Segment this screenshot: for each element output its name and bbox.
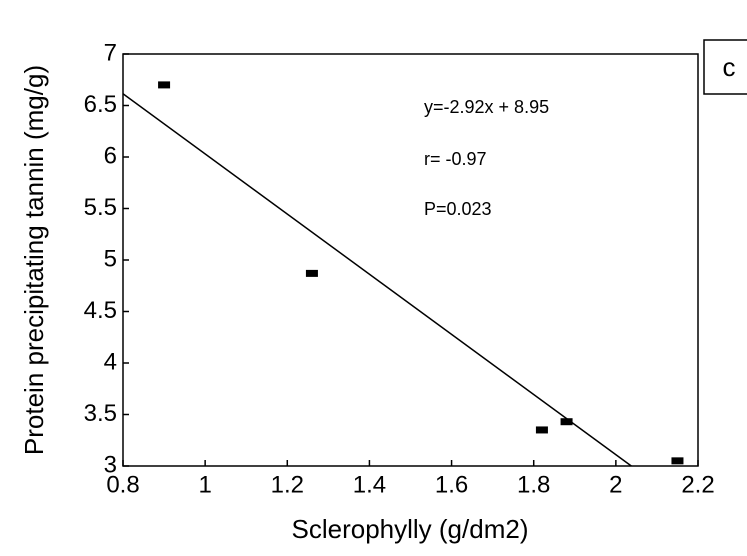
- panel-label: c: [723, 52, 736, 82]
- y-axis-title: Protein precipitating tannin (mg/g): [19, 65, 49, 455]
- y-tick-label: 5.5: [84, 194, 117, 221]
- y-tick-label: 5: [104, 245, 117, 272]
- annotation: r= -0.97: [424, 149, 487, 169]
- y-tick-label: 3: [104, 451, 117, 478]
- x-tick-label: 0.8: [106, 471, 139, 498]
- y-tick-label: 4.5: [84, 297, 117, 324]
- y-tick-label: 6.5: [84, 91, 117, 118]
- x-tick-label: 1.8: [517, 471, 550, 498]
- point: [671, 457, 684, 465]
- point: [305, 269, 318, 277]
- point: [560, 418, 573, 426]
- panel-box: [703, 39, 747, 95]
- plot-frame: [122, 53, 699, 467]
- point: [535, 426, 548, 434]
- annotation: y=-2.92x + 8.95: [424, 97, 549, 117]
- x-tick-label: 1.4: [353, 471, 386, 498]
- y-tick-label: 7: [104, 39, 117, 66]
- y-tick-label: 4: [104, 348, 117, 375]
- point: [158, 81, 171, 89]
- x-axis-title: Sclerophylly (g/dm2): [292, 514, 529, 544]
- x-tick-label: 1.6: [435, 471, 468, 498]
- x-tick-label: 2.2: [681, 471, 714, 498]
- x-tick-label: 1: [198, 471, 211, 498]
- y-tick-label: 6: [104, 142, 117, 169]
- trendline: [122, 93, 632, 467]
- x-tick-label: 2: [609, 471, 622, 498]
- annotation: P=0.023: [424, 199, 492, 219]
- y-tick-label: 3.5: [84, 400, 117, 427]
- x-tick-label: 1.2: [271, 471, 304, 498]
